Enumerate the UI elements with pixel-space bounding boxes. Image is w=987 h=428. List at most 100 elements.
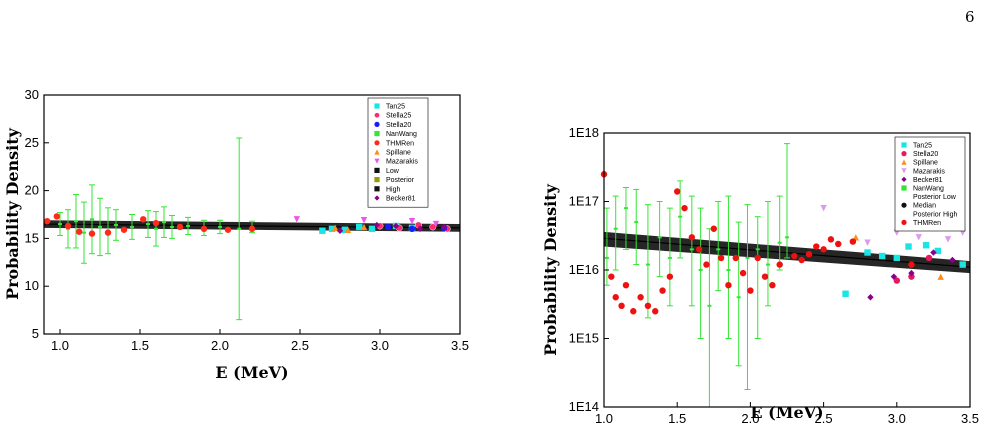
legend-label: Spillane (913, 160, 938, 167)
data-point (776, 261, 783, 268)
data-point (162, 221, 166, 224)
data-point (905, 243, 912, 250)
data-point (813, 243, 820, 250)
data-point (384, 223, 392, 231)
data-point (732, 254, 739, 262)
legend-label: NanWang (913, 186, 944, 193)
legend-item-thmren: THMRen (374, 140, 414, 147)
y-tick-label: 1E16 (569, 262, 599, 277)
data-point (820, 204, 827, 212)
data-point (408, 217, 416, 225)
y-tick-label: 15 (25, 230, 39, 245)
data-point (667, 256, 672, 259)
data-point (864, 239, 871, 246)
data-point (785, 236, 789, 239)
x-tick-label: 3.0 (888, 411, 906, 426)
data-point (64, 222, 72, 230)
legend-label: Tan25 (386, 104, 405, 111)
data-point (630, 308, 637, 315)
legend-item-low: Low (374, 167, 400, 175)
legend-item-median: Median (901, 202, 936, 210)
data-point (613, 227, 618, 230)
data-point (893, 277, 900, 284)
legend-marker (901, 142, 907, 148)
x-tick-label: 2.0 (741, 411, 759, 426)
data-point (725, 281, 732, 289)
data-point (432, 220, 440, 228)
legend-label: Stella20 (913, 151, 938, 158)
legend-item-stella25: Stella25 (374, 112, 411, 120)
data-point (944, 236, 952, 243)
data-point (659, 287, 666, 294)
x-tick-label: 3.0 (371, 338, 389, 353)
data-point (360, 223, 368, 231)
data-point (867, 294, 874, 301)
x-axis-title: E (MeV) (215, 363, 288, 382)
data-point (925, 254, 933, 262)
data-point (392, 222, 400, 230)
data-point (186, 224, 190, 227)
legend-item-becker81: Becker81 (374, 195, 416, 203)
legend-item-stella20: Stella20 (374, 121, 411, 129)
y-tick-label: 1E17 (569, 194, 599, 209)
legend-label: Posterior (386, 177, 415, 184)
legend-marker (374, 167, 380, 173)
data-point (769, 281, 776, 289)
legend-label: Becker81 (913, 177, 943, 184)
y-tick-label: 1E14 (569, 399, 599, 414)
series-becker81 (867, 249, 956, 301)
data-point (755, 248, 760, 251)
data-point (717, 254, 725, 262)
data-point (618, 302, 625, 310)
legend-marker (901, 219, 907, 225)
data-point (922, 242, 930, 249)
y-tick-label: 10 (25, 278, 39, 293)
legend-item-thmren: THMRen (901, 219, 941, 227)
x-tick-label: 3.5 (961, 411, 979, 426)
data-point (739, 269, 747, 277)
legend-marker (374, 131, 380, 137)
data-point (878, 252, 886, 260)
legend-item-mazarakis: Mazarakis (901, 168, 945, 175)
y-axis-title: Probability Density (3, 127, 22, 300)
data-point (356, 223, 363, 231)
x-tick-label: 1.5 (668, 411, 686, 426)
data-point (666, 273, 674, 280)
data-point (218, 225, 222, 228)
legend-label: NanWang (386, 131, 417, 138)
data-point (608, 273, 615, 280)
legend-item-becker81: Becker81 (901, 176, 943, 184)
data-point (777, 241, 782, 244)
data-point (726, 269, 731, 271)
data-point (820, 246, 827, 253)
data-point (688, 234, 696, 241)
data-point (90, 218, 94, 221)
data-point (657, 236, 662, 239)
legend-label: Tan25 (913, 143, 932, 150)
data-point (98, 225, 102, 228)
series-becker81 (336, 221, 448, 234)
legend-item-tan25: Tan25 (374, 103, 405, 111)
data-point (890, 273, 898, 280)
data-point (293, 216, 300, 223)
data-point (681, 204, 688, 212)
data-point (637, 294, 644, 301)
legend-label: Median (913, 203, 936, 210)
series-spillane (332, 223, 368, 233)
y-tick-label: 5 (32, 326, 39, 341)
legend: Tan25 Stella25 Stella20 NanWang THMRen Spilla… (367, 97, 429, 208)
legend-item-posterior-low: Posterior Low (913, 194, 957, 201)
data-point (908, 273, 915, 280)
data-point (827, 236, 835, 243)
legend-label: Posterior High (913, 211, 957, 218)
data-point (120, 226, 128, 233)
data-point (747, 287, 754, 294)
data-point (58, 223, 62, 226)
data-point (88, 230, 96, 237)
legend-item-nanwang: NanWang (374, 131, 417, 138)
data-point (695, 246, 703, 253)
data-point (674, 188, 681, 195)
data-point (336, 227, 344, 234)
